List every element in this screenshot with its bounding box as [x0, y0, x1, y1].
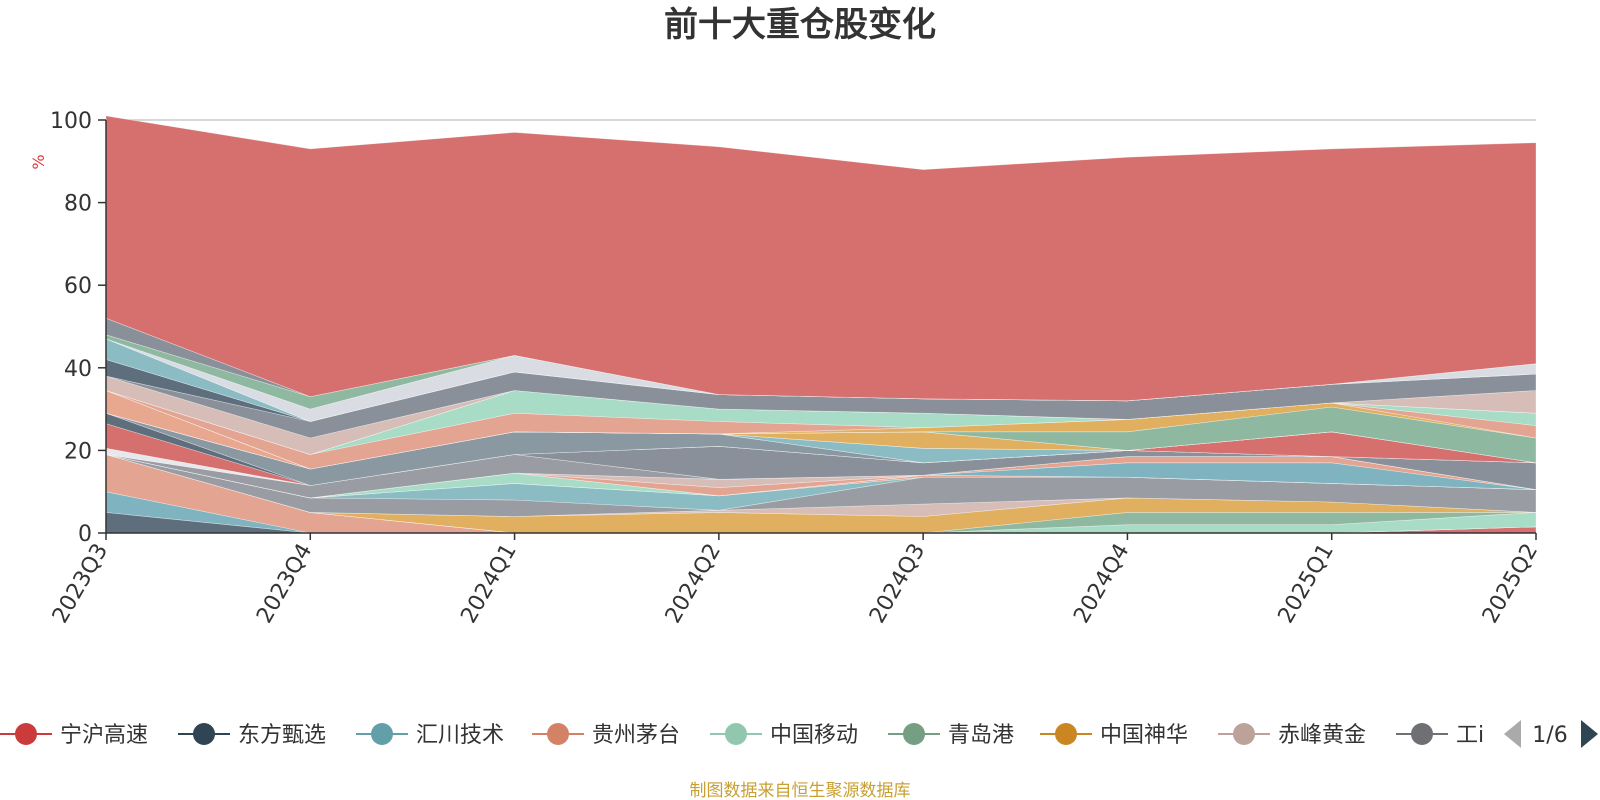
legend-label: 中国移动: [770, 723, 858, 748]
legend-label: 工i: [1456, 723, 1484, 748]
legend-next-page-icon[interactable]: [1581, 720, 1598, 748]
y-axis-unit: %: [29, 154, 48, 169]
legend-marker-icon: [725, 723, 747, 745]
legend-label: 汇川技术: [416, 723, 504, 748]
x-tick-label: 2024Q4: [1069, 540, 1134, 628]
legend-item[interactable]: 中国神华: [1040, 723, 1188, 748]
legend-item[interactable]: 中国移动: [710, 723, 858, 748]
legend-label: 青岛港: [948, 723, 1014, 748]
legend-label: 贵州茅台: [592, 723, 680, 748]
series-area: [105, 115, 1537, 402]
legend-marker-icon: [547, 723, 569, 745]
data-source-note: 制图数据来自恒生聚源数据库: [690, 781, 911, 800]
chart-title: 前十大重仓股变化: [664, 5, 936, 45]
x-tick-label: 2025Q1: [1274, 540, 1339, 628]
legend-page-indicator: 1/6: [1532, 723, 1567, 748]
legend-item[interactable]: 赤峰黄金: [1218, 723, 1366, 748]
legend-label: 赤峰黄金: [1278, 723, 1366, 748]
legend-label: 宁沪高速: [60, 723, 148, 748]
y-tick-label: 0: [78, 522, 92, 547]
legend-marker-icon: [1055, 723, 1077, 745]
legend-prev-page-icon[interactable]: [1504, 720, 1521, 748]
x-tick-labels: 2023Q3 2023Q4 2024Q1 2024Q2 2024Q3 2024Q4 2025…: [48, 540, 1543, 628]
legend-marker-icon: [1233, 723, 1255, 745]
y-tick-labels: 0 20 40 60 80 100: [50, 109, 92, 547]
legend-item[interactable]: 贵州茅台: [532, 723, 680, 748]
legend-item[interactable]: 东方甄选: [178, 723, 326, 748]
legend-marker-icon: [193, 723, 215, 745]
legend-marker-icon: [15, 723, 37, 745]
legend-marker-icon: [371, 723, 393, 745]
legend-item[interactable]: 汇川技术: [356, 723, 504, 748]
legend-label: 东方甄选: [238, 723, 326, 748]
y-tick-label: 20: [64, 439, 92, 464]
x-tick-label: 2023Q4: [252, 540, 317, 628]
legend-item[interactable]: 青岛港: [888, 723, 1014, 748]
y-tick-label: 80: [64, 192, 92, 217]
legend-item[interactable]: 宁沪高速: [0, 723, 148, 748]
axes: [98, 119, 1537, 540]
legend-label: 中国神华: [1100, 723, 1188, 748]
legend-item[interactable]: 工i: [1396, 723, 1484, 748]
y-tick-label: 100: [50, 109, 92, 134]
legend-marker-icon: [903, 723, 925, 745]
x-tick-label: 2025Q2: [1478, 540, 1543, 628]
y-tick-label: 60: [64, 274, 92, 299]
legend-pager: 1/6: [1504, 720, 1598, 748]
legend-marker-icon: [1411, 723, 1433, 745]
area-series: [105, 115, 1537, 534]
x-tick-label: 2024Q2: [661, 540, 726, 628]
x-tick-label: 2023Q3: [48, 540, 113, 628]
y-tick-label: 40: [64, 357, 92, 382]
legend: 宁沪高速 东方甄选 汇川技术 贵州茅台 中国移动 青岛港 中国神华 赤峰黄金 工i: [0, 723, 1484, 748]
x-tick-label: 2024Q3: [865, 540, 930, 628]
x-tick-label: 2024Q1: [456, 540, 521, 628]
